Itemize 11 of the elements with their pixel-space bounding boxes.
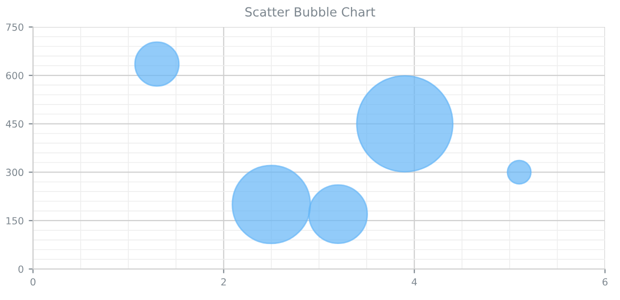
chart-title: Scatter Bubble Chart: [245, 6, 376, 17]
y-tick-label: 450: [6, 120, 24, 128]
y-tick-label: 300: [6, 168, 24, 176]
y-tick-label: 0: [18, 265, 24, 273]
x-tick-label: 0: [30, 278, 36, 286]
x-tick-label: 2: [221, 278, 226, 286]
x-tick-label: 4: [412, 278, 417, 286]
y-tick-label: 750: [6, 23, 24, 31]
y-tick-label: 600: [6, 72, 24, 80]
y-tick-label: 150: [6, 217, 24, 224]
x-tick-label: 6: [602, 278, 608, 286]
